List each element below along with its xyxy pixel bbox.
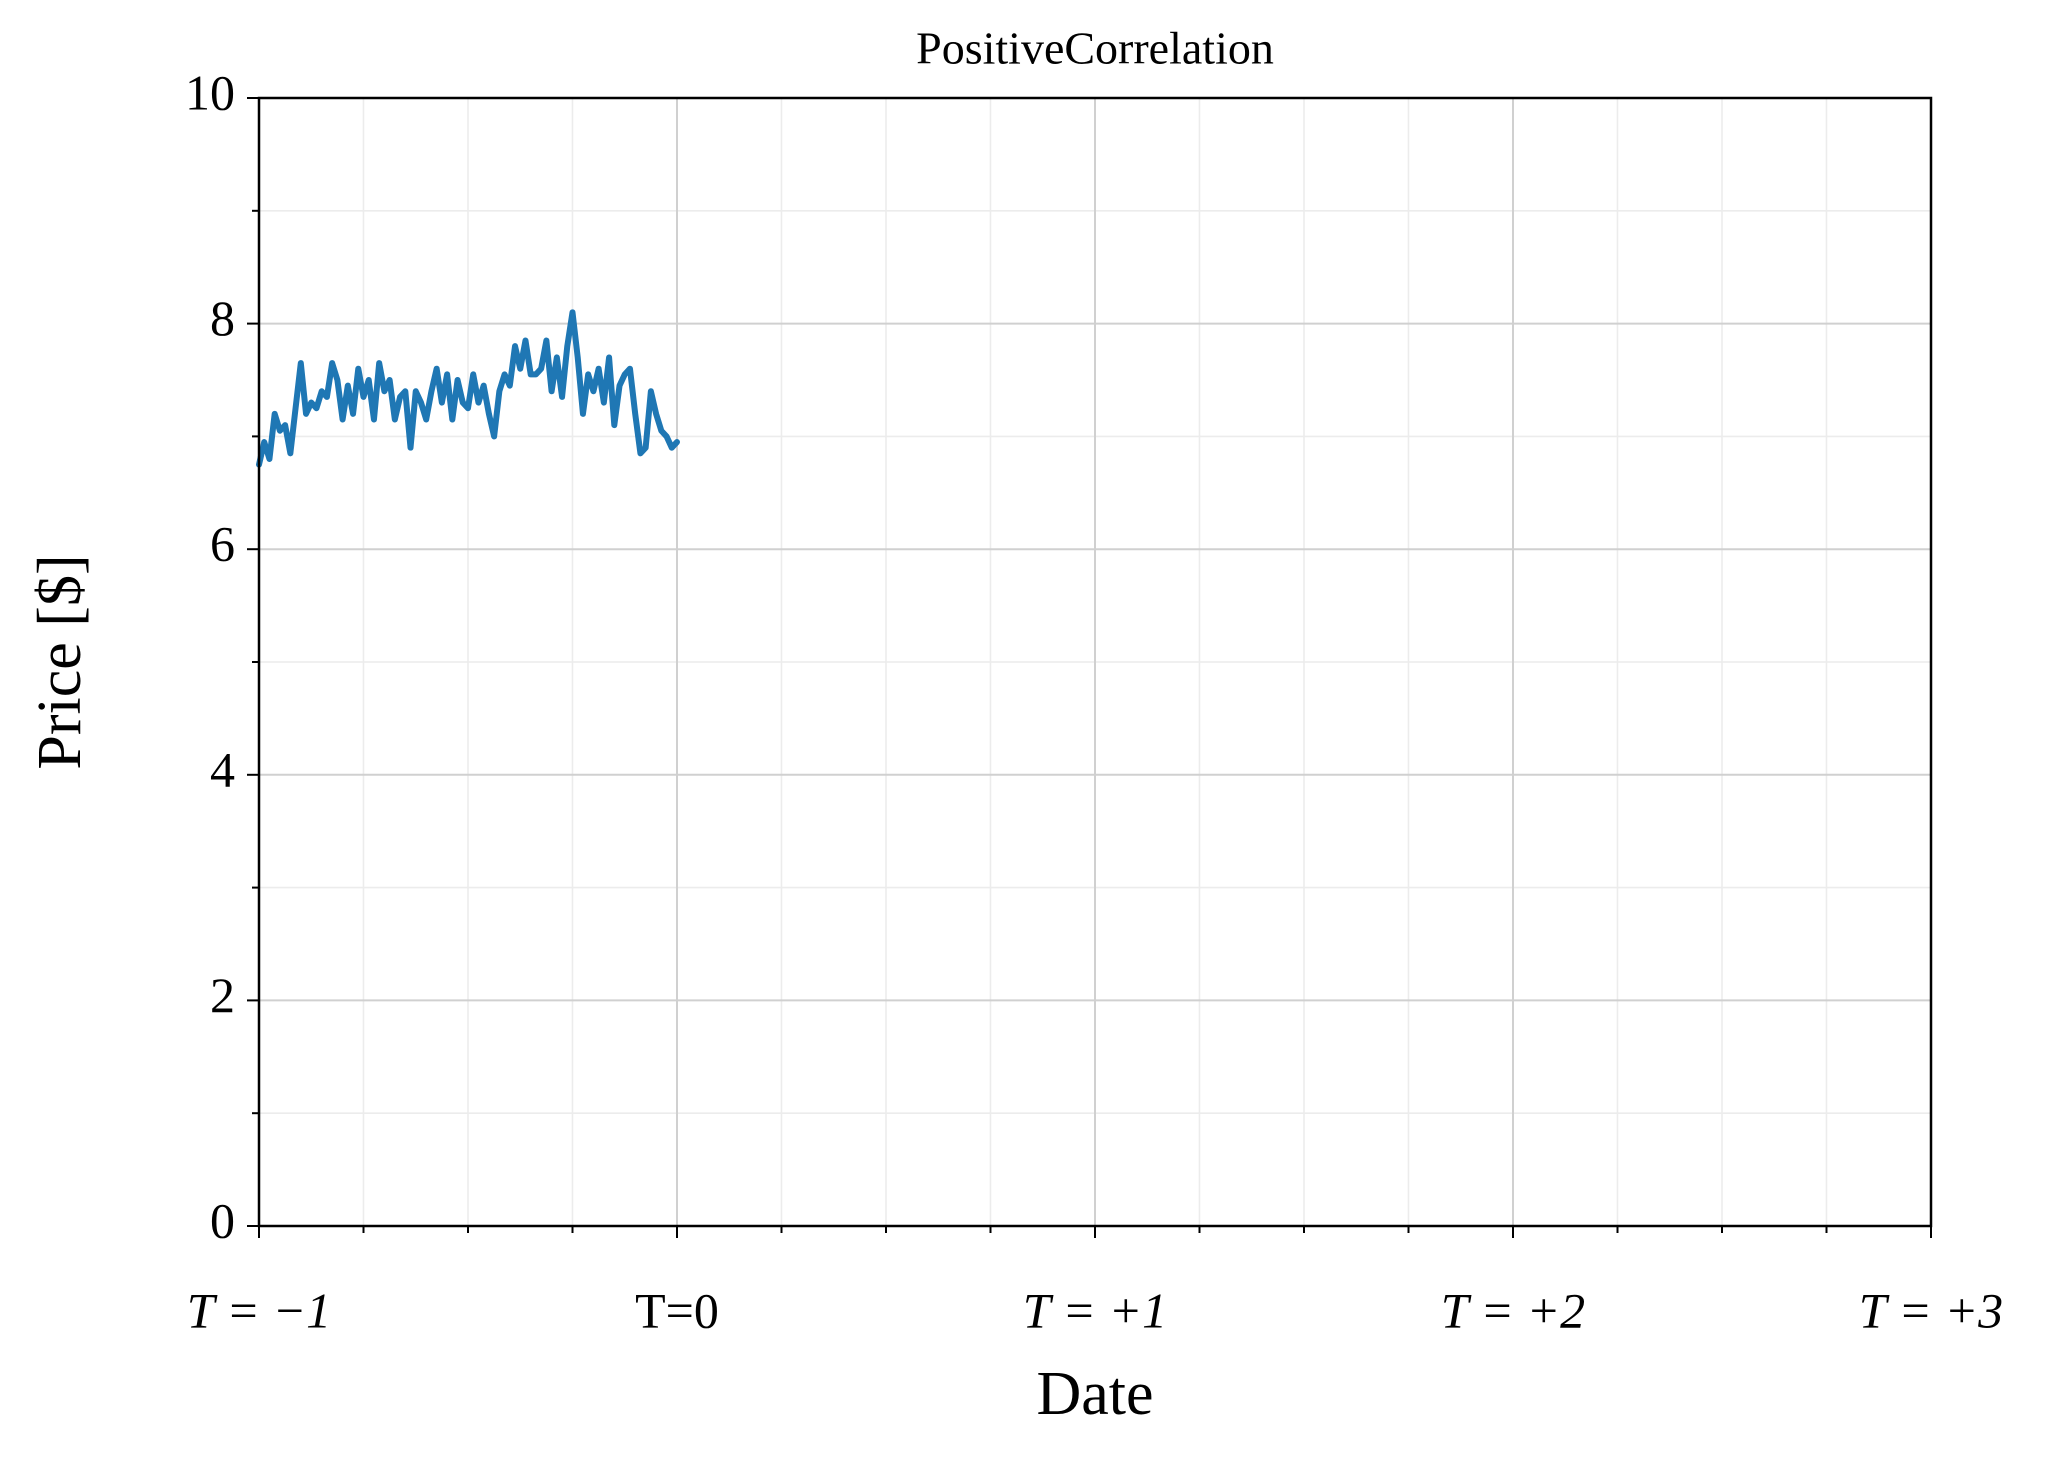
x-tick-label: T=0 xyxy=(635,1282,719,1338)
x-tick-label: T = +1 xyxy=(1023,1282,1167,1338)
plot-area xyxy=(256,309,680,468)
y-axis-label: Price [$] xyxy=(26,554,94,769)
ticks: 0 2 4 6 8 10 T = −1 T=0 T = +1 T = +2 T = +3 xyxy=(185,64,2003,1338)
x-tick-label: T = +3 xyxy=(1859,1282,2003,1338)
grid xyxy=(258,97,1932,1227)
y-tick-label: 0 xyxy=(210,1192,235,1248)
price-line xyxy=(256,309,680,468)
x-axis-label: Date xyxy=(1036,1360,1153,1428)
y-tick-label: 4 xyxy=(210,741,235,797)
y-tick-label: 8 xyxy=(210,290,235,346)
x-tick-label: T = +2 xyxy=(1441,1282,1585,1338)
y-tick-label: 6 xyxy=(210,516,235,572)
chart-title: PositiveCorrelation xyxy=(916,23,1274,74)
y-tick-label: 2 xyxy=(210,967,235,1023)
y-tick-label: 10 xyxy=(185,64,235,120)
x-tick-label: T = −1 xyxy=(187,1282,331,1338)
